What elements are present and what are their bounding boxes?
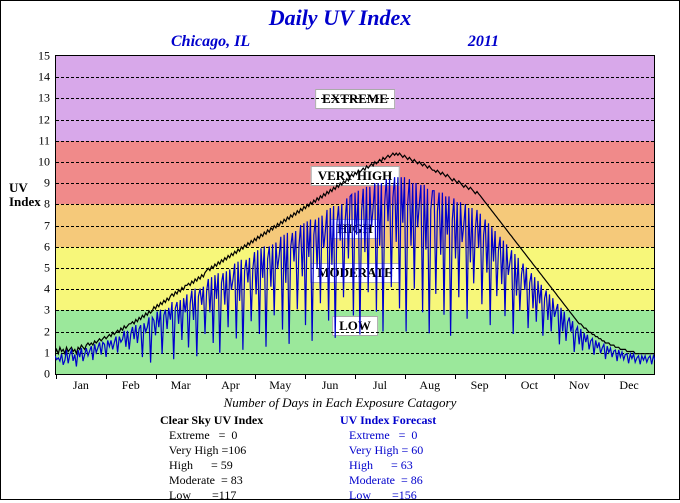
legend-clear-sky: Clear Sky UV Index Extreme = 0 Very High… xyxy=(160,413,340,503)
legend-row: Low =156 xyxy=(340,488,520,503)
xtick-feb: Feb xyxy=(122,374,140,393)
chart-subtitle: Chicago, IL 2011 xyxy=(1,33,679,51)
forecast-line xyxy=(55,177,655,366)
ytick-15: 15 xyxy=(38,49,56,64)
legend-row: Extreme = 0 xyxy=(160,428,340,443)
xtick-jan: Jan xyxy=(73,374,89,393)
xtick-nov: Nov xyxy=(569,374,590,393)
chart-title: Daily UV Index xyxy=(1,5,679,31)
xtick-sep: Sep xyxy=(471,374,489,393)
location-label: Chicago, IL xyxy=(171,33,250,51)
legend-row: Extreme = 0 xyxy=(340,428,520,443)
y-axis-title: UV Index xyxy=(9,181,23,210)
ytick-12: 12 xyxy=(38,112,56,127)
xtick-apr: Apr xyxy=(221,374,240,393)
xtick-aug: Aug xyxy=(419,374,440,393)
ytick-11: 11 xyxy=(38,133,56,148)
plot-area: LOWMODERATEHIGHVERY HIGHEXTREME012345678… xyxy=(55,55,655,375)
legend-row: Very High = 60 xyxy=(340,443,520,458)
legend-row: Moderate = 83 xyxy=(160,473,340,488)
legend-forecast: UV Index Forecast Extreme = 0 Very High … xyxy=(340,413,520,503)
xtick-mar: Mar xyxy=(171,374,191,393)
legend-row: Very High =106 xyxy=(160,443,340,458)
legend-row: High = 63 xyxy=(340,458,520,473)
year-label: 2011 xyxy=(468,33,499,51)
ytick-10: 10 xyxy=(38,155,56,170)
xtick-may: May xyxy=(269,374,291,393)
legend-title: UV Index Forecast xyxy=(340,413,520,428)
legend-row: Low =117 xyxy=(160,488,340,503)
ytick-13: 13 xyxy=(38,91,56,106)
xtick-oct: Oct xyxy=(521,374,538,393)
data-lines xyxy=(55,55,655,375)
legend-row: Moderate = 86 xyxy=(340,473,520,488)
legend: Clear Sky UV Index Extreme = 0 Very High… xyxy=(1,413,679,503)
ytick-14: 14 xyxy=(38,70,56,85)
xtick-jun: Jun xyxy=(322,374,339,393)
xtick-jul: Jul xyxy=(373,374,387,393)
legend-title: Clear Sky UV Index xyxy=(160,413,340,428)
xtick-dec: Dec xyxy=(619,374,638,393)
caption: Number of Days in Each Exposure Catagory xyxy=(1,395,679,411)
uv-chart-container: Daily UV Index Chicago, IL 2011 UV Index… xyxy=(0,0,680,500)
legend-row: High = 59 xyxy=(160,458,340,473)
